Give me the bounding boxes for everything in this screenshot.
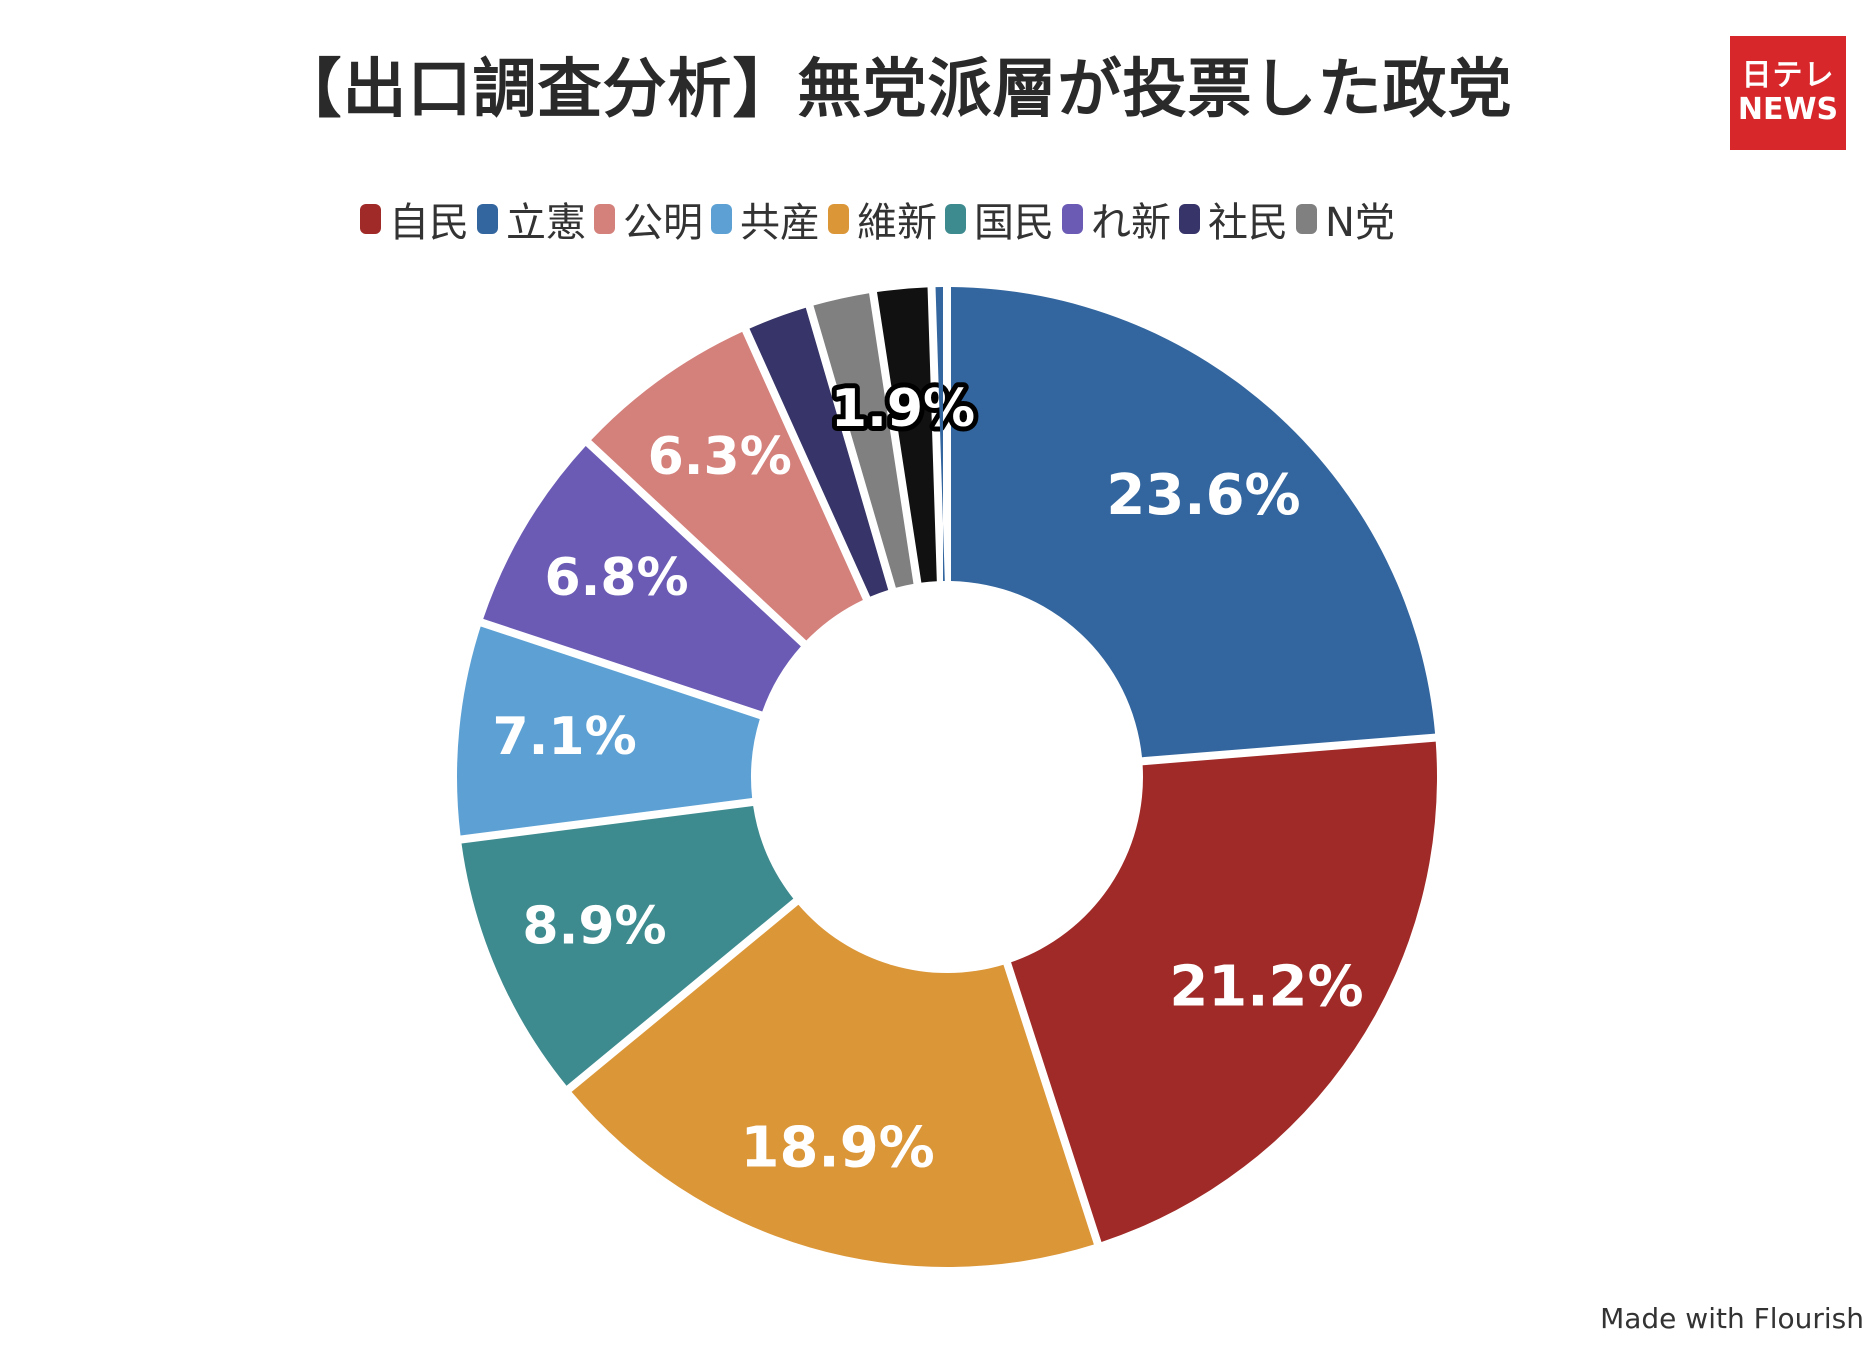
donut-slice[interactable] — [591, 331, 863, 641]
donut-slice[interactable] — [876, 287, 937, 583]
legend-swatch — [945, 204, 966, 234]
legend-swatch — [360, 204, 381, 234]
slice-value-label: 21.2% — [1169, 955, 1363, 1020]
legend-swatch — [828, 204, 849, 234]
donut-slice[interactable] — [461, 805, 794, 1086]
slice-value-label: 8.9% — [522, 897, 666, 957]
legend-swatch — [1296, 204, 1317, 234]
legend-swatch — [711, 204, 732, 234]
slice-value-label: 1.9% — [831, 379, 975, 439]
legend-label: N党 — [1325, 200, 1395, 246]
legend-label: 社民 — [1208, 200, 1288, 246]
donut-slice[interactable] — [749, 307, 889, 597]
legend-label: 維新 — [857, 200, 937, 246]
chart-legend: 自民 立憲 公明 共産 維新 国民 れ新 社民 N党 — [360, 190, 1403, 248]
legend-swatch — [477, 204, 498, 234]
slice-value-label: 6.8% — [544, 548, 688, 608]
chart-title: 【出口調査分析】無党派層が投票した政党 — [277, 53, 1513, 127]
legend-item[interactable]: 公明 — [594, 190, 703, 248]
legend-item[interactable]: 共産 — [711, 190, 820, 248]
donut-slice[interactable] — [935, 287, 945, 582]
legend-label: 自民 — [389, 200, 469, 246]
legend-swatch — [594, 204, 615, 234]
slice-value-label: 7.1% — [493, 707, 637, 767]
legend-swatch — [1179, 204, 1200, 234]
legend-label: 公明 — [623, 200, 703, 246]
donut-slice[interactable] — [483, 445, 801, 712]
donut-slice[interactable] — [950, 287, 1436, 758]
logo-line-2: NEWS — [1737, 92, 1839, 127]
legend-label: 立憲 — [506, 200, 586, 246]
slice-value-label: 6.3% — [648, 427, 792, 487]
donut-slice[interactable] — [456, 626, 760, 836]
donut-slice[interactable] — [813, 293, 914, 588]
legend-label: 国民 — [974, 200, 1054, 246]
flourish-credit[interactable]: Made with Flourish — [1600, 1302, 1864, 1335]
legend-item[interactable]: れ新 — [1062, 190, 1171, 248]
legend-item[interactable]: 自民 — [360, 190, 469, 248]
legend-item[interactable]: 国民 — [945, 190, 1054, 248]
legend-label: れ新 — [1091, 200, 1171, 246]
legend-swatch — [1062, 204, 1083, 234]
slice-value-label: 18.9% — [741, 1116, 935, 1181]
legend-label: 共産 — [740, 200, 820, 246]
legend-item[interactable]: 社民 — [1179, 190, 1288, 248]
legend-item[interactable]: N党 — [1296, 190, 1395, 248]
legend-item[interactable]: 維新 — [828, 190, 937, 248]
slice-value-label: 23.6% — [1106, 463, 1300, 528]
logo-line-1: 日テレ — [1741, 58, 1835, 93]
ntv-news-logo: 日テレ NEWS — [1730, 36, 1846, 150]
legend-item[interactable]: 立憲 — [477, 190, 586, 248]
donut-slice[interactable] — [1011, 741, 1437, 1243]
donut-slice[interactable] — [571, 904, 1094, 1267]
